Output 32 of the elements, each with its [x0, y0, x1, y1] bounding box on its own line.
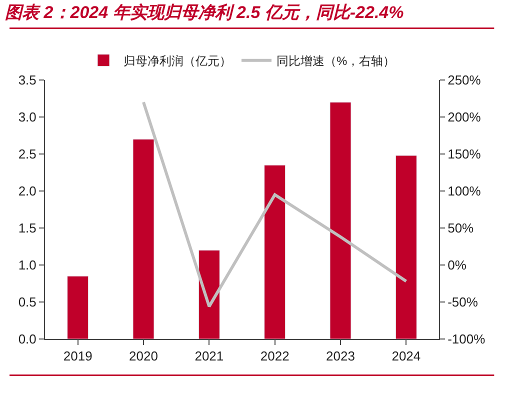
- bar: [395, 155, 417, 339]
- line-series: [142, 100, 408, 308]
- y2-tick-label: 200%: [448, 110, 482, 125]
- bar: [198, 250, 220, 339]
- y2-tick-label: 0%: [448, 258, 467, 273]
- x-tick-label: 2023: [326, 348, 355, 364]
- y2-tick-label: -50%: [448, 294, 478, 310]
- y-tick-label: 1.0: [18, 258, 36, 273]
- x-tick-label: 2022: [260, 348, 290, 364]
- y-tick-label: 0.0: [18, 332, 36, 347]
- bar: [67, 276, 89, 339]
- legend-label: 归母净利润（亿元）: [124, 54, 232, 68]
- x-tick-label: 2021: [194, 348, 224, 364]
- bar: [264, 164, 286, 339]
- y2-tick-label: -100%: [448, 332, 486, 347]
- chart-title: 图表 2：2024 年实现归母净利 2.5 亿元，同比-22.4%: [5, 2, 404, 22]
- y2-tick-label: 50%: [448, 220, 474, 236]
- bar: [330, 102, 352, 339]
- y-tick-label: 0.5: [18, 294, 36, 310]
- legend-label: 同比增速（%，右轴）: [276, 54, 396, 68]
- y-tick-label: 1.5: [18, 220, 36, 236]
- y2-tick-label: 150%: [448, 146, 482, 162]
- y2-tick-label: 100%: [448, 184, 482, 199]
- y-tick-label: 3.5: [18, 72, 36, 88]
- x-tick-label: 2020: [129, 348, 158, 364]
- y-tick-label: 2.0: [18, 184, 36, 199]
- x-tick-label: 2024: [392, 348, 421, 364]
- y-tick-label: 3.0: [18, 110, 36, 125]
- y-tick-label: 2.5: [18, 146, 36, 162]
- y2-tick-label: 250%: [448, 72, 482, 88]
- x-tick-label: 2019: [63, 348, 92, 364]
- bar: [132, 138, 154, 339]
